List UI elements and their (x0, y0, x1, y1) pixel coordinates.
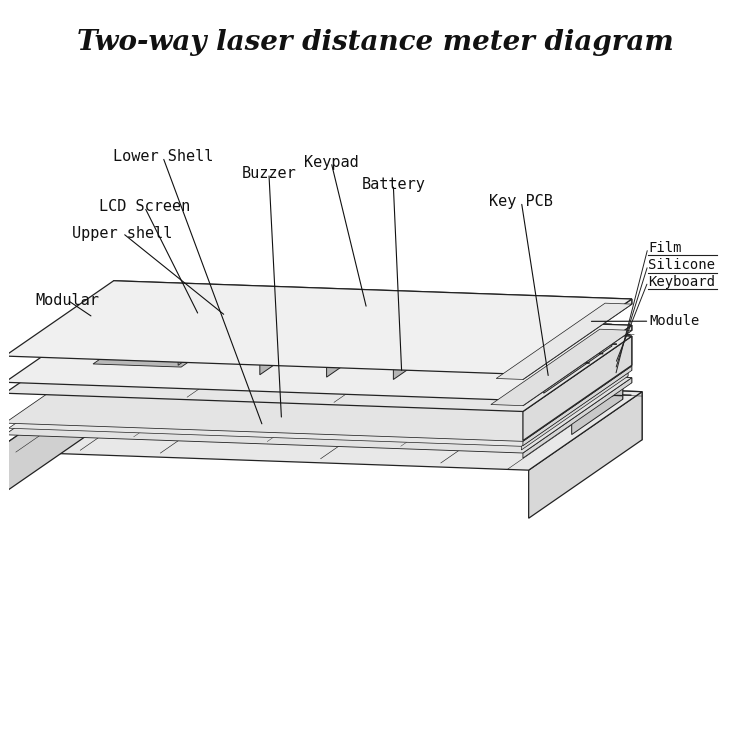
Polygon shape (31, 302, 171, 352)
Polygon shape (500, 326, 513, 330)
Polygon shape (393, 342, 425, 380)
Polygon shape (108, 392, 127, 398)
Polygon shape (345, 310, 398, 328)
Ellipse shape (322, 361, 340, 370)
Text: Battery: Battery (362, 177, 425, 192)
Polygon shape (4, 348, 632, 441)
Polygon shape (131, 353, 182, 415)
Polygon shape (528, 301, 538, 304)
Polygon shape (114, 280, 632, 304)
Polygon shape (4, 318, 632, 412)
Polygon shape (521, 373, 628, 450)
Polygon shape (108, 404, 127, 410)
Polygon shape (523, 336, 632, 440)
Polygon shape (100, 314, 242, 361)
Polygon shape (472, 322, 612, 371)
Text: Modular: Modular (36, 292, 100, 308)
Polygon shape (433, 315, 465, 352)
Polygon shape (313, 310, 398, 334)
Polygon shape (523, 326, 632, 406)
Text: Silicone: Silicone (648, 258, 715, 272)
Polygon shape (572, 370, 622, 434)
Polygon shape (490, 329, 632, 406)
Polygon shape (4, 280, 632, 374)
Polygon shape (278, 308, 332, 326)
Text: LCD Screen: LCD Screen (99, 200, 190, 214)
Polygon shape (103, 304, 171, 378)
Polygon shape (299, 310, 332, 347)
Polygon shape (108, 382, 127, 388)
Polygon shape (56, 351, 182, 388)
Polygon shape (523, 378, 632, 458)
Polygon shape (178, 317, 242, 365)
Polygon shape (93, 317, 249, 367)
Polygon shape (8, 355, 628, 446)
Polygon shape (529, 392, 642, 518)
Polygon shape (114, 348, 632, 370)
Polygon shape (0, 373, 642, 470)
Text: Keypad: Keypad (304, 154, 358, 170)
Polygon shape (380, 313, 465, 337)
Polygon shape (99, 302, 171, 331)
Polygon shape (273, 338, 358, 362)
Text: Film: Film (648, 241, 682, 255)
Polygon shape (593, 329, 607, 333)
Polygon shape (114, 307, 632, 330)
Polygon shape (539, 322, 612, 346)
Polygon shape (232, 316, 246, 320)
Polygon shape (0, 373, 108, 500)
Polygon shape (550, 368, 622, 399)
Polygon shape (393, 322, 406, 326)
Polygon shape (206, 336, 292, 359)
Text: Keyboard: Keyboard (648, 274, 715, 289)
Polygon shape (4, 359, 632, 453)
Polygon shape (108, 373, 642, 440)
Polygon shape (340, 340, 425, 364)
Polygon shape (366, 313, 398, 350)
Polygon shape (260, 338, 292, 375)
Text: Key PCB: Key PCB (490, 194, 554, 209)
Text: Upper shell: Upper shell (72, 226, 172, 241)
Polygon shape (114, 318, 632, 365)
Polygon shape (412, 313, 465, 330)
Text: Two-way laser distance meter diagram: Two-way laser distance meter diagram (76, 29, 674, 56)
Text: Lower Shell: Lower Shell (112, 149, 213, 164)
Text: Module: Module (650, 314, 700, 328)
Polygon shape (238, 336, 292, 352)
Polygon shape (523, 366, 632, 446)
Polygon shape (500, 368, 622, 406)
Polygon shape (107, 351, 182, 380)
Polygon shape (305, 338, 358, 356)
Polygon shape (326, 340, 358, 377)
Polygon shape (496, 303, 632, 380)
Ellipse shape (205, 401, 256, 427)
Polygon shape (139, 313, 152, 317)
Polygon shape (148, 287, 159, 290)
Polygon shape (544, 324, 612, 393)
Text: Buzzer: Buzzer (242, 166, 296, 181)
Polygon shape (164, 314, 242, 321)
Polygon shape (246, 308, 332, 332)
Polygon shape (114, 359, 632, 382)
Polygon shape (523, 299, 632, 380)
Polygon shape (260, 291, 272, 294)
Polygon shape (372, 340, 425, 358)
Polygon shape (4, 307, 632, 401)
Polygon shape (116, 355, 628, 376)
Polygon shape (407, 296, 419, 299)
